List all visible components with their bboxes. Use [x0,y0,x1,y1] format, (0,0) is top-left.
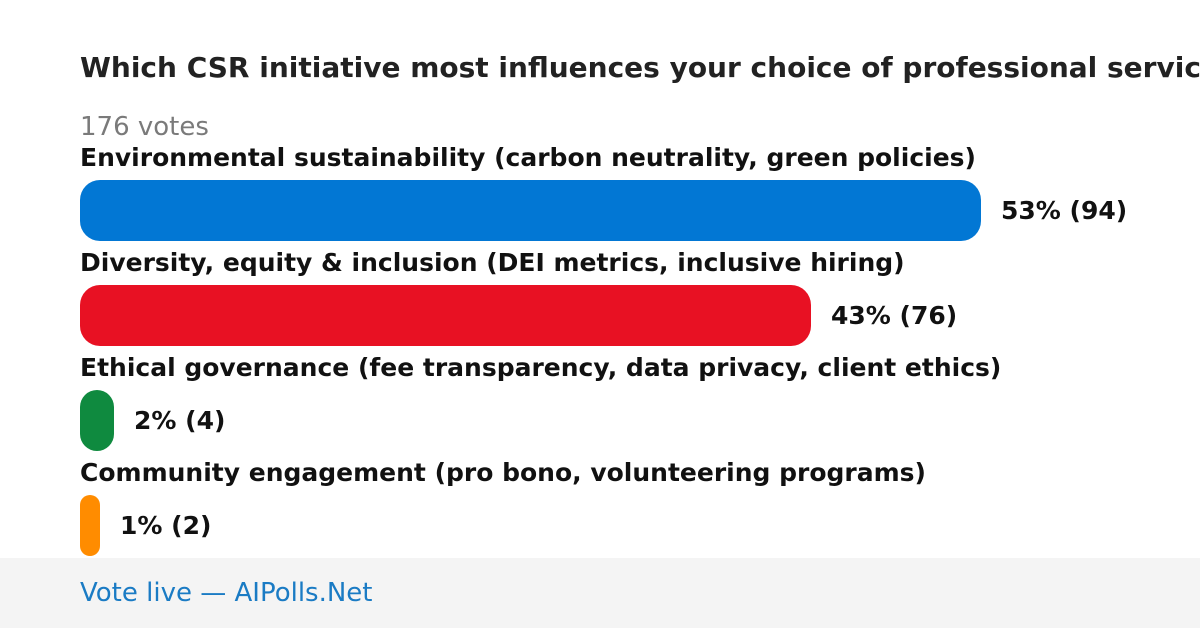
option-value-label: 53% (94) [1001,196,1128,225]
vote-live-link[interactable]: Vote live — AIPolls.Net [80,578,373,608]
option-label: Ethical governance (fee transparency, da… [80,353,1002,382]
option-bar [80,390,114,451]
vote-count: 176 votes [80,112,209,142]
option-bar [80,495,100,556]
option-bar [80,285,811,346]
option-label: Environmental sustainability (carbon neu… [80,143,976,172]
option-value-label: 2% (4) [134,406,226,435]
option-label: Community engagement (pro bono, voluntee… [80,458,926,487]
option-bar [80,180,981,241]
option-value-label: 1% (2) [120,511,212,540]
footer: Vote live — AIPolls.Net [0,558,1200,628]
poll-title: Which CSR initiative most influences you… [80,51,1200,84]
option-label: Diversity, equity & inclusion (DEI metri… [80,248,905,277]
option-value-label: 43% (76) [831,301,958,330]
